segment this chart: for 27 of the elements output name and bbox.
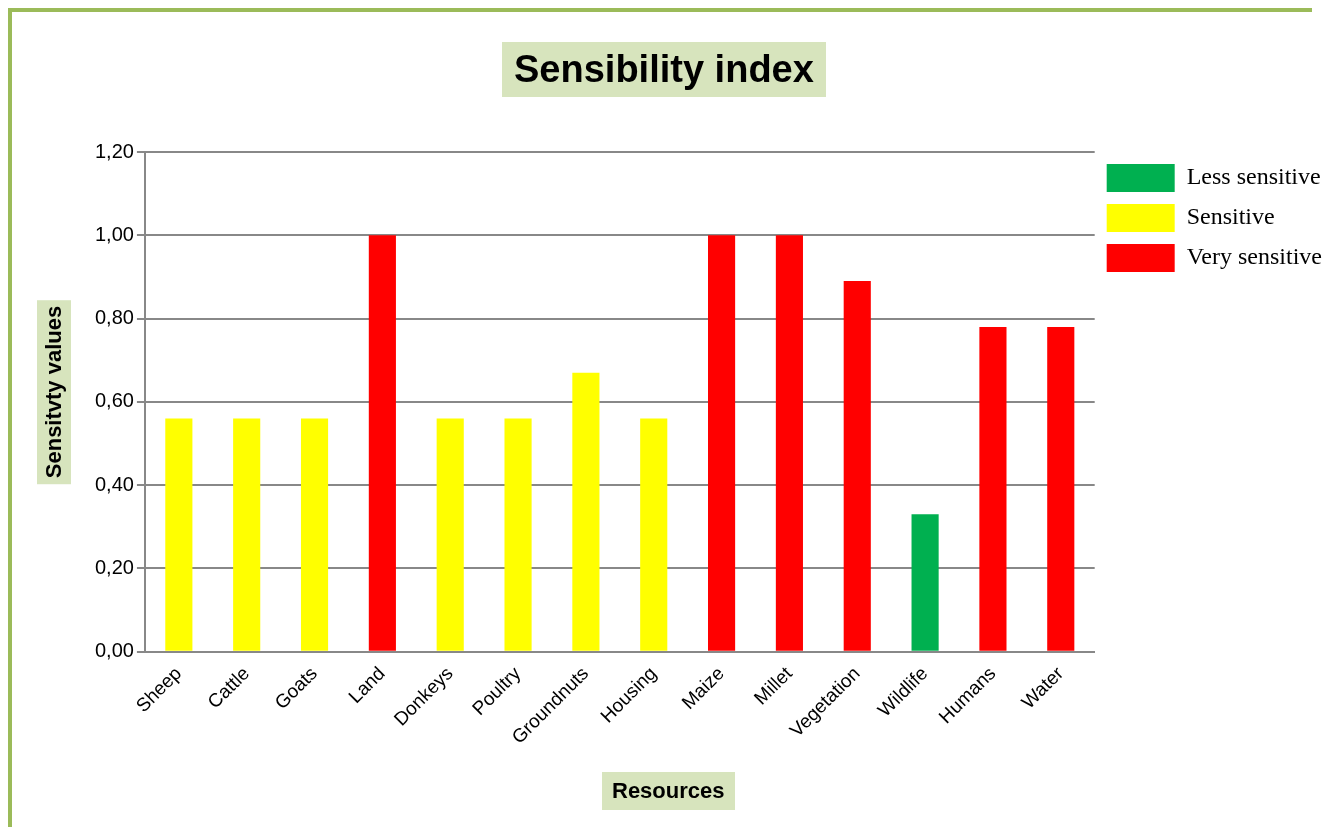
y-tick-label: 0,20 xyxy=(94,555,134,578)
bar xyxy=(572,372,600,651)
chart-title: Sensibility index xyxy=(502,42,826,97)
bar xyxy=(775,235,803,651)
bar xyxy=(843,281,871,651)
bar xyxy=(1047,326,1075,651)
legend-label: Very sensitive xyxy=(1186,243,1323,270)
legend-label: Less sensitive xyxy=(1186,163,1321,190)
y-tick-label: 0,40 xyxy=(94,472,134,495)
bar xyxy=(233,418,261,651)
x-axis-title: Resources xyxy=(602,772,735,810)
bar xyxy=(300,418,329,651)
bar xyxy=(640,418,668,651)
y-tick-label: 0,60 xyxy=(94,389,134,412)
y-axis-title: Sensitvty values xyxy=(37,299,71,485)
bar xyxy=(979,326,1007,651)
bar xyxy=(165,418,193,651)
y-tick-label: 0,00 xyxy=(94,639,134,662)
bar xyxy=(504,418,532,651)
y-tick-label: 1,20 xyxy=(94,139,134,162)
legend-label: Sensitive xyxy=(1186,203,1275,230)
bar xyxy=(368,235,396,651)
bar xyxy=(436,418,464,651)
y-tick-label: 0,80 xyxy=(94,306,134,329)
bar xyxy=(911,514,939,651)
y-tick-label: 1,00 xyxy=(94,222,134,245)
bar xyxy=(708,235,736,651)
